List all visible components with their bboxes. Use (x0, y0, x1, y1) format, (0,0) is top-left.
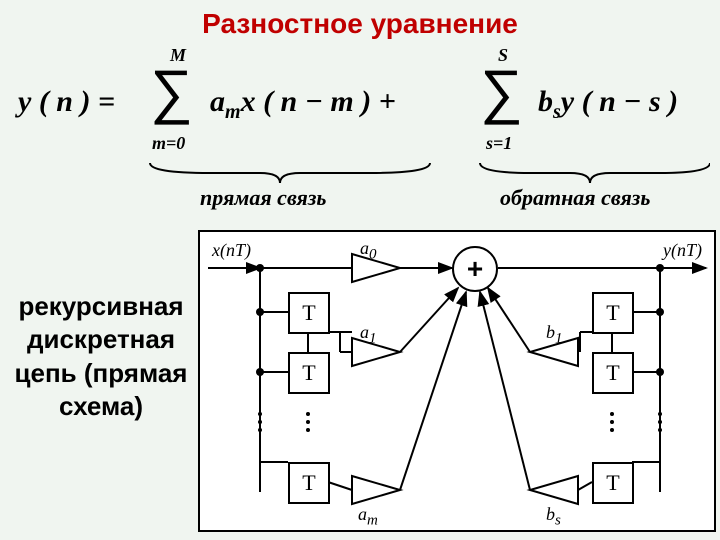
eq-yn: y ( n ) = (18, 85, 115, 119)
node (256, 368, 264, 376)
tbox-left-2: T (288, 352, 330, 394)
lbl-a0: a0 (360, 238, 377, 264)
brace-left: прямая связь (200, 185, 326, 211)
eq-b-sub: s (553, 101, 561, 123)
eq-term1b: x ( n − m ) + (241, 85, 396, 118)
diagram: x(nT) y(nT) a0 a1 am b1 bs + T T T T T T (198, 230, 716, 532)
node (656, 264, 664, 272)
lbl-am: am (358, 504, 378, 530)
tbox-right-1: T (592, 292, 634, 334)
lbl-b1: b1 (546, 322, 563, 348)
tbox-left-3: T (288, 462, 330, 504)
node (256, 308, 264, 316)
tbox-right-3: T (592, 462, 634, 504)
tbox-right-2: T (592, 352, 634, 394)
output-label: y(nT) (663, 240, 702, 261)
eq-b: b (538, 85, 553, 118)
node (656, 308, 664, 316)
eq-term2: bsy ( n − s ) (538, 85, 678, 124)
eq-a-sub: m (225, 101, 241, 123)
input-label: x(nT) (212, 240, 251, 261)
node (256, 264, 264, 272)
adder: + (452, 246, 498, 292)
sum1: ∑ (150, 57, 193, 126)
sum1-bot: m=0 (152, 133, 185, 154)
title: Разностное уравнение (0, 0, 720, 40)
sum2-bot: s=1 (486, 133, 512, 154)
vdots-leftbus (258, 412, 262, 432)
braces: прямая связь обратная связь (10, 155, 710, 215)
vdots-left (306, 412, 310, 432)
eq-a: a (210, 85, 225, 118)
eq-term1: amx ( n − m ) + (210, 85, 396, 124)
sidebar-label: рекурсивная дискретная цепь (прямая схем… (6, 290, 196, 423)
vdots-right (610, 412, 614, 432)
lbl-bs: bs (546, 504, 561, 530)
lbl-a1: a1 (360, 322, 377, 348)
equation: y ( n ) = M ∑ m=0 amx ( n − m ) + S ∑ s=… (10, 45, 710, 155)
node (656, 368, 664, 376)
eq-term2b: y ( n − s ) (561, 85, 678, 118)
brace-right: обратная связь (500, 185, 650, 211)
tbox-left-1: T (288, 292, 330, 334)
vdots-rightbus (658, 412, 662, 432)
sum2: ∑ (480, 57, 523, 126)
